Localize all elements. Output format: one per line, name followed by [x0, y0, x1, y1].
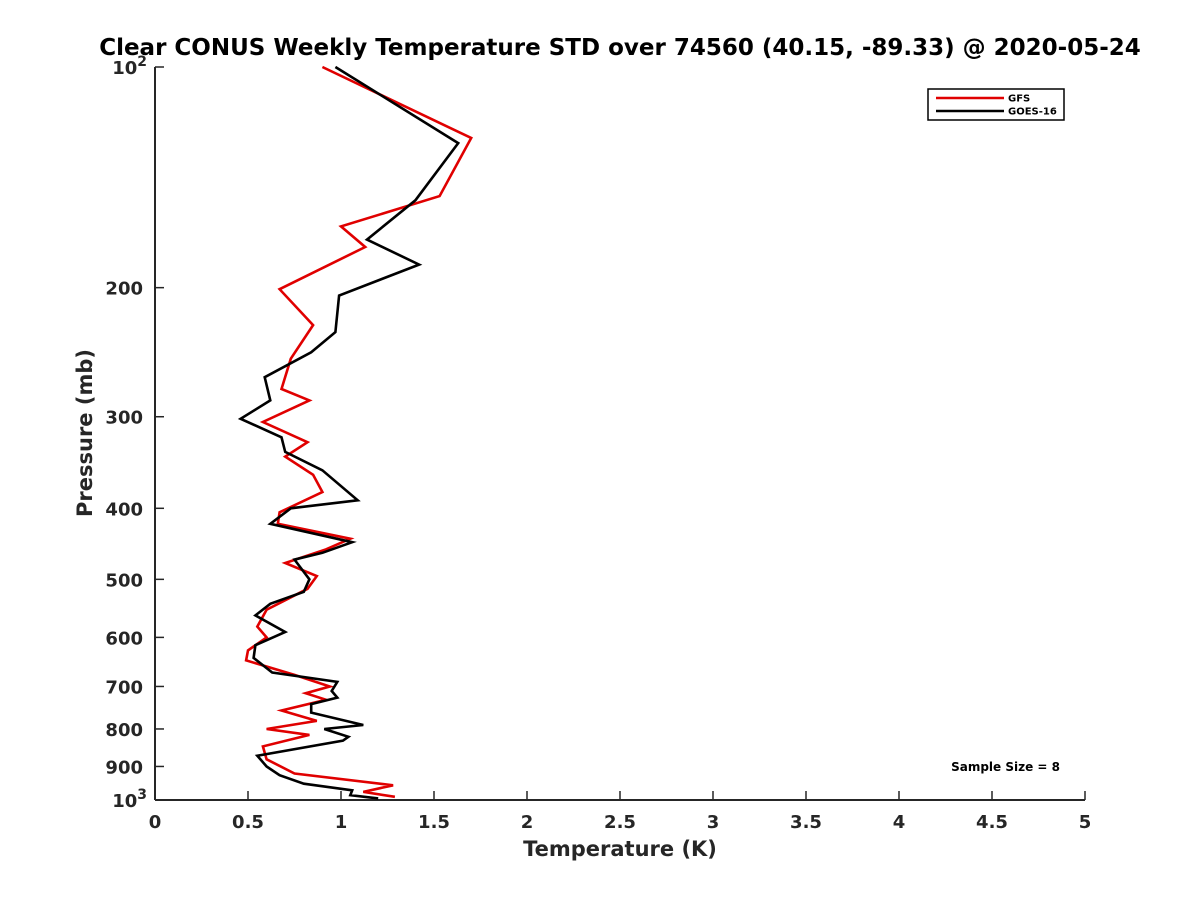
x-tick-label: 5: [1079, 812, 1092, 833]
plot-area: 0 0.5 1 1.5 2 2.5 3 3.5 4 4.5 5 102200300400500600…: [105, 54, 1091, 833]
y-tick-label-base: 10: [112, 58, 137, 79]
x-tick-label: 0: [149, 812, 162, 833]
legend: GFS GOES-16: [927, 88, 1065, 121]
legend-box: [927, 88, 1065, 121]
y-tick-label: 800: [105, 720, 143, 741]
x-tick-label: 4: [893, 812, 906, 833]
x-tick-label: 3.5: [790, 812, 822, 833]
x-tick-label: 2.5: [604, 812, 636, 833]
y-tick-label: 400: [105, 499, 143, 520]
series-line-goes-16: [237, 65, 461, 800]
series-lines: [237, 65, 473, 800]
series-line-gfs: [244, 65, 473, 799]
y-tick-label-exponent: 2: [137, 54, 147, 70]
y-tick-label: 500: [105, 570, 143, 591]
x-axis-label: Temperature (K): [523, 837, 717, 861]
y-tick-label: 300: [105, 408, 143, 429]
x-tick-label: 1.5: [418, 812, 450, 833]
y-tick-label: 900: [105, 757, 143, 778]
y-tick-label-base: 10: [112, 791, 137, 812]
x-ticks: 0 0.5 1 1.5 2 2.5 3 3.5 4 4.5 5: [149, 791, 1092, 833]
chart-title: Clear CONUS Weekly Temperature STD over …: [99, 35, 1141, 61]
y-axis-label: Pressure (mb): [73, 349, 97, 517]
y-tick-label: 102: [112, 54, 147, 79]
y-tick-label: 200: [105, 279, 143, 300]
sample-size-annotation: Sample Size = 8: [951, 760, 1060, 774]
y-tick-label: 103: [112, 787, 147, 812]
legend-label-gfs: GFS: [1008, 94, 1030, 105]
legend-label-goes-16: GOES-16: [1008, 107, 1057, 118]
x-tick-label: 2: [521, 812, 534, 833]
x-tick-label: 1: [335, 812, 348, 833]
y-tick-label: 700: [105, 677, 143, 698]
x-tick-label: 3: [707, 812, 720, 833]
y-tick-label-exponent: 3: [137, 787, 147, 803]
y-tick-label: 600: [105, 628, 143, 649]
x-tick-label: 0.5: [232, 812, 264, 833]
x-tick-label: 4.5: [976, 812, 1008, 833]
